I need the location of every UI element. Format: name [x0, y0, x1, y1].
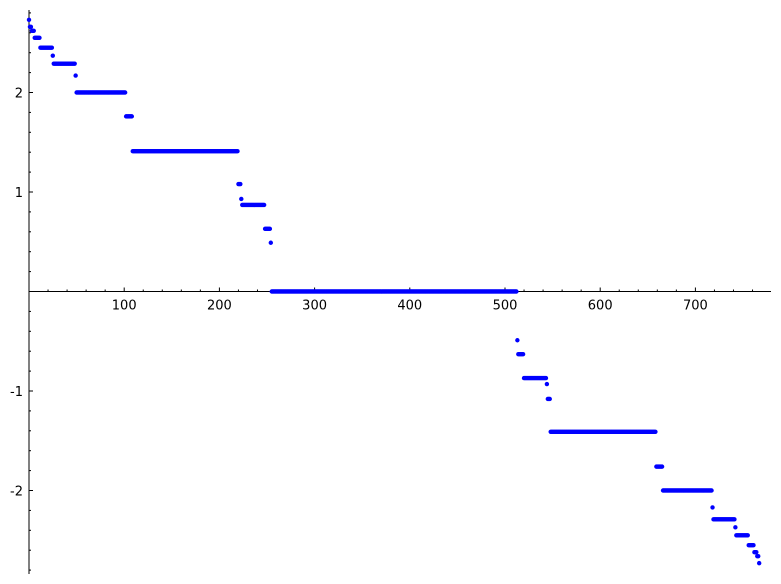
data-point: [520, 351, 526, 357]
data-point: [543, 375, 549, 381]
data-point: [754, 549, 759, 555]
data-point: [26, 17, 32, 23]
data-point: [710, 505, 715, 510]
x-tick-label: 300: [302, 299, 327, 314]
data-point: [515, 338, 520, 343]
data-point: [50, 53, 55, 58]
data-point: [709, 488, 714, 493]
data-point: [267, 226, 273, 232]
tick-labels: 100 200 300 400 500 600 700 2 1 -1 -2: [10, 87, 708, 500]
data-point: [756, 553, 761, 559]
data-point: [37, 35, 42, 40]
x-tick-label: 500: [493, 299, 518, 314]
data-point: [31, 28, 36, 34]
data-point: [73, 73, 78, 78]
data-point: [732, 517, 737, 522]
y-tick-label: 2: [15, 87, 23, 102]
x-tick-label: 400: [397, 299, 422, 314]
data-point: [653, 429, 658, 434]
data-point: [756, 560, 762, 566]
x-tick-label: 200: [207, 299, 232, 314]
data-point: [751, 543, 756, 548]
data-point: [122, 90, 128, 95]
y-tick-label: 1: [15, 186, 23, 201]
data-point: [547, 396, 552, 402]
x-tick-label: 600: [588, 299, 613, 314]
data-point: [235, 149, 240, 154]
data-point: [268, 240, 274, 245]
data-point: [28, 24, 34, 30]
data-point: [733, 525, 738, 530]
data-point: [238, 181, 243, 187]
x-tick-label: 700: [683, 299, 708, 314]
data-point: [261, 202, 267, 208]
data-point: [239, 196, 244, 202]
data-point: [659, 464, 665, 469]
y-tick-label: -2: [10, 485, 23, 500]
data-points: [26, 17, 762, 566]
x-tick-label: 100: [112, 299, 137, 314]
data-point: [544, 381, 550, 387]
data-point: [72, 61, 77, 66]
data-point: [514, 289, 519, 294]
data-point: [745, 533, 750, 538]
data-point: [49, 45, 55, 50]
data-point: [129, 114, 135, 119]
y-tick-label: -1: [10, 385, 23, 400]
